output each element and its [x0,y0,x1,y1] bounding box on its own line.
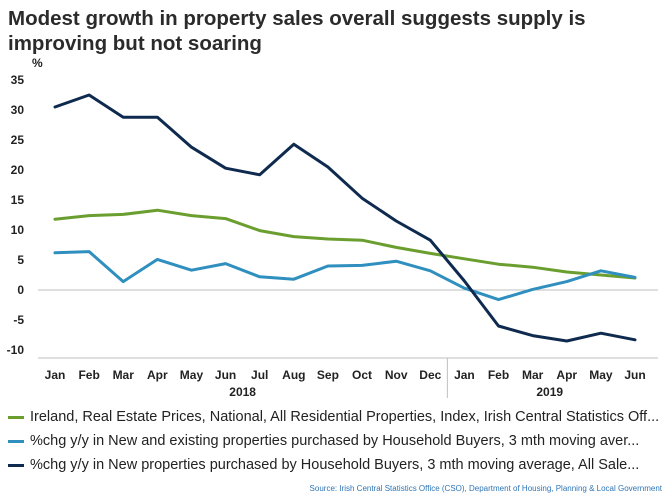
y-tick-label: 35 [11,73,25,87]
x-tick-label: Mar [113,368,135,382]
x-tick-label: Dec [419,368,441,382]
y-tick-label: 20 [11,163,25,177]
x-tick-label: May [589,368,613,382]
y-tick-label: -5 [13,313,24,327]
y-unit-label: % [32,56,43,70]
x-tick-label: Feb [78,368,99,382]
legend-label: %chg y/y in New properties purchased by … [30,457,640,473]
x-tick-label: Sep [317,368,339,382]
legend-swatch [8,463,24,467]
legend-label: Ireland, Real Estate Prices, National, A… [30,409,660,425]
legend-item: %chg y/y in New properties purchased by … [8,453,664,477]
y-tick-label: 25 [11,133,25,147]
legend-swatch [8,439,24,443]
y-tick-label: 30 [11,103,25,117]
y-axis: % 35 30 25 20 15 10 5 0 -5 -10 [7,56,43,357]
legend-item: Ireland, Real Estate Prices, National, A… [8,405,664,429]
y-tick-label: 0 [17,283,24,297]
x-axis: Jan Feb Mar Apr May Jun Jul Aug Sep Oct Nov Dec Jan F… [38,289,658,399]
series-lines [53,93,637,343]
x-tick-label: May [180,368,204,382]
x-tick-label: Jun [624,368,645,382]
x-tick-label: Jan [454,368,475,382]
legend-swatch [8,415,24,419]
x-tick-label: Apr [147,368,168,382]
x-tick-label: Jan [45,368,66,382]
x-tick-label: Nov [385,368,408,382]
source-note: Source: Irish Central Statistics Office … [309,484,662,493]
legend-label: %chg y/y in New and existing properties … [30,433,640,449]
series-line-2 [53,250,637,302]
chart-title: Modest growth in property sales overall … [8,7,586,55]
year-label: 2019 [536,385,563,399]
series-line-1 [53,208,637,280]
y-tick-label: 10 [11,223,25,237]
y-tick-label: -10 [7,343,25,357]
x-tick-label: Mar [522,368,544,382]
y-tick-label: 5 [17,253,24,267]
series-line-3 [53,93,637,343]
legend-item: %chg y/y in New and existing properties … [8,429,664,453]
x-tick-label: Jul [251,368,268,382]
x-tick-label: Apr [556,368,577,382]
x-tick-label: Feb [488,368,509,382]
x-tick-label: Oct [352,368,372,382]
legend: Ireland, Real Estate Prices, National, A… [8,405,664,477]
y-tick-label: 15 [11,193,25,207]
x-tick-label: Aug [282,368,305,382]
x-tick-label: Jun [215,368,236,382]
year-label: 2018 [229,385,256,399]
